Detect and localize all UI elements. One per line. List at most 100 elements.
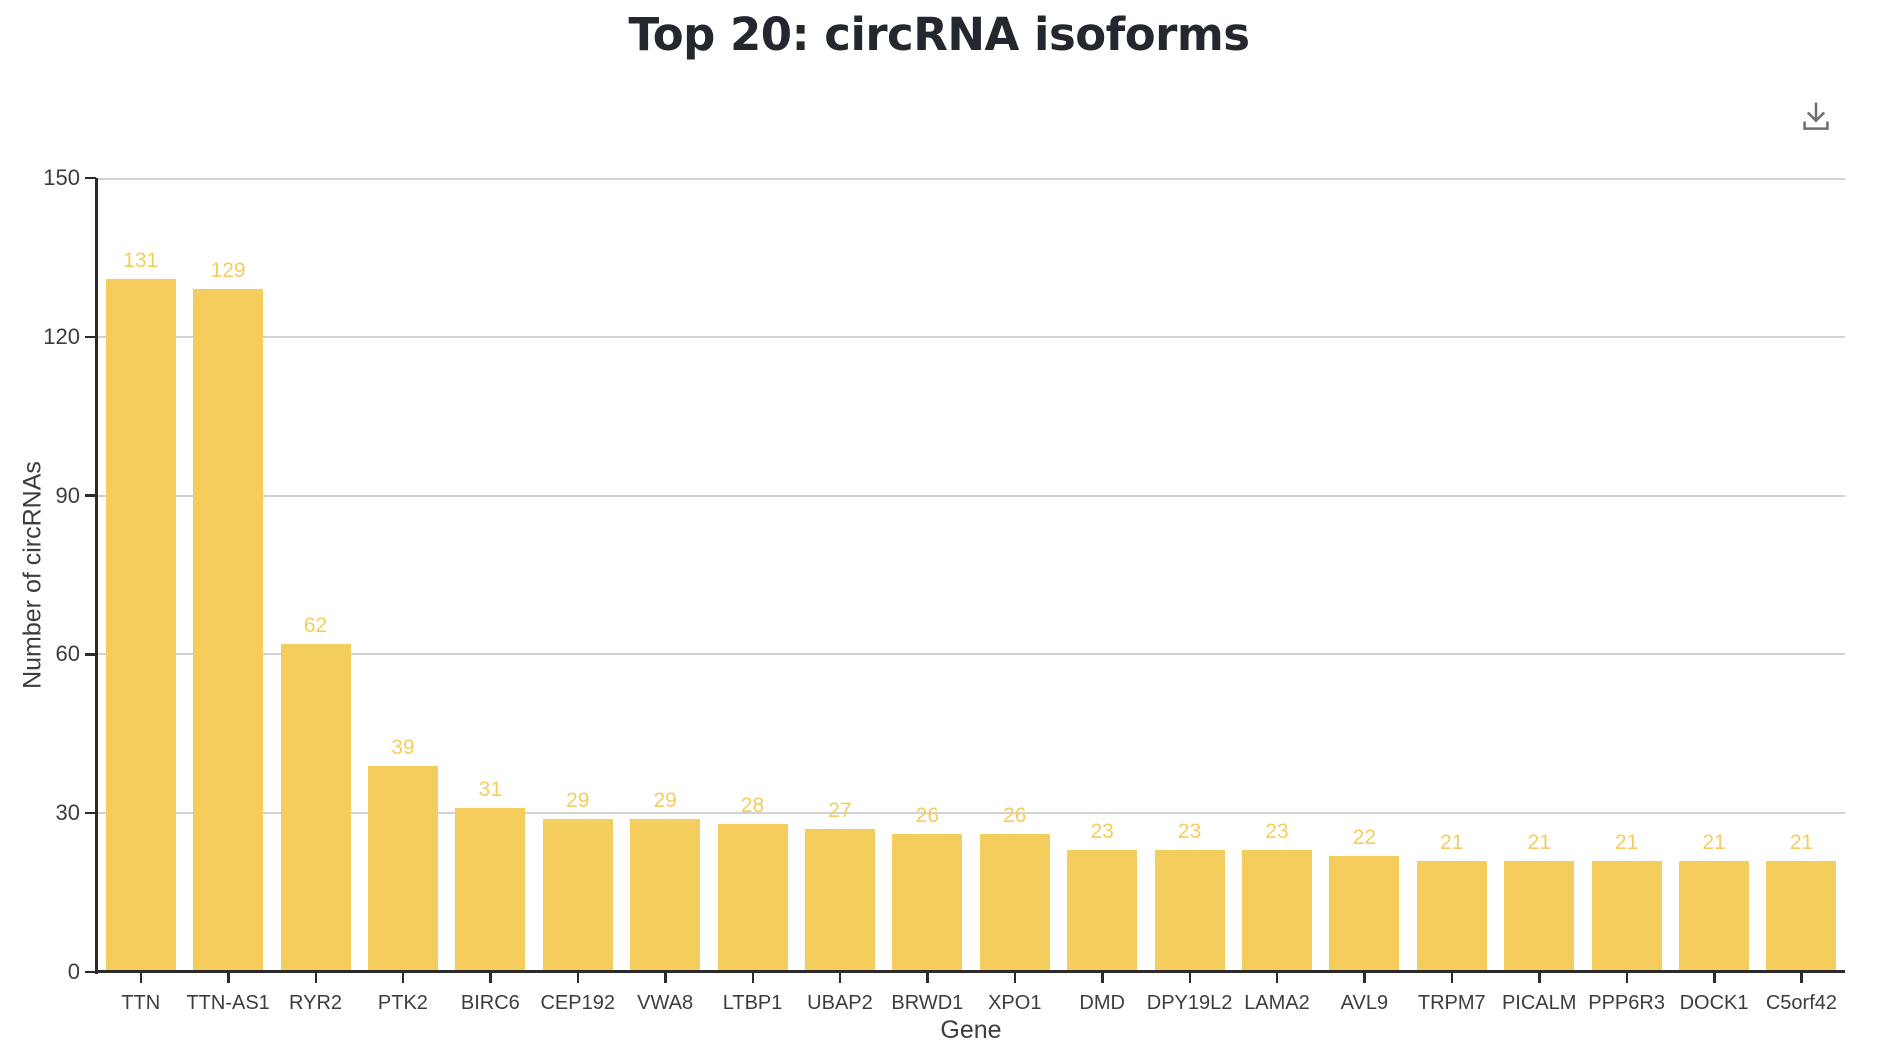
y-tick-mark bbox=[85, 653, 96, 656]
x-tick-label-XPO1: XPO1 bbox=[988, 992, 1042, 1014]
bar-VWA8[interactable] bbox=[630, 818, 701, 972]
y-tick-label: 90 bbox=[55, 482, 80, 508]
bar-slot-UBAP2: 27 UBAP2 bbox=[796, 178, 883, 1014]
bar-value-label: 23 bbox=[1090, 820, 1114, 844]
bar-value-label: 21 bbox=[1527, 830, 1551, 854]
x-tick-label-AVL9: AVL9 bbox=[1340, 992, 1389, 1014]
plot-area: 131 TTN 129 TTN-AS1 62 RYR2 39 PTK2 31 BIRC6 29 CEP… bbox=[97, 178, 1845, 1014]
x-tick-mark bbox=[139, 973, 143, 983]
bar-value-label: 29 bbox=[653, 788, 677, 812]
bar-slot-DOCK1: 21 DOCK1 bbox=[1670, 178, 1757, 1014]
x-tick-mark bbox=[664, 973, 667, 983]
bar-value-label: 62 bbox=[303, 613, 328, 637]
x-tick-mark bbox=[1450, 973, 1454, 983]
x-tick-mark bbox=[1275, 973, 1279, 983]
bar-PTK2[interactable] bbox=[367, 765, 438, 972]
x-tick-mark bbox=[1188, 973, 1192, 983]
bar-value-label: 31 bbox=[478, 777, 502, 801]
x-tick-mark bbox=[1538, 973, 1541, 983]
bar-value-label: 29 bbox=[566, 788, 590, 812]
x-tick-mark bbox=[1363, 973, 1366, 983]
bar-BRWD1[interactable] bbox=[892, 834, 963, 972]
bar-value-label: 23 bbox=[1265, 820, 1289, 844]
bar-DOCK1[interactable] bbox=[1679, 860, 1750, 972]
bar-value-label: 21 bbox=[1440, 830, 1464, 854]
x-tick-label-VWA8: VWA8 bbox=[637, 992, 694, 1014]
bar-CEP192[interactable] bbox=[542, 818, 613, 972]
bar-RYR2[interactable] bbox=[280, 643, 351, 972]
x-tick-mark bbox=[1101, 973, 1104, 983]
x-tick-mark bbox=[489, 973, 492, 983]
x-tick-label-PTK2: PTK2 bbox=[377, 992, 428, 1014]
bar-slot-TTN: 131 TTN bbox=[97, 178, 184, 1014]
bar-slot-BRWD1: 26 BRWD1 bbox=[884, 178, 971, 1014]
gridline-30 bbox=[97, 812, 1845, 815]
x-tick-mark bbox=[1713, 973, 1716, 983]
bar-slot-RYR2: 62 RYR2 bbox=[272, 178, 359, 1014]
bar-TRPM7[interactable] bbox=[1416, 860, 1487, 972]
x-tick-label-C5orf42: C5orf42 bbox=[1765, 992, 1837, 1014]
download-button[interactable] bbox=[1794, 94, 1838, 138]
bar-slot-DMD: 23 DMD bbox=[1058, 178, 1145, 1014]
y-tick-label: 150 bbox=[43, 165, 80, 190]
gridline-150 bbox=[97, 178, 1845, 180]
x-tick-mark bbox=[401, 973, 405, 983]
y-axis-line bbox=[95, 178, 98, 974]
bar-TTN-AS1[interactable] bbox=[193, 289, 264, 972]
x-tick-label-LAMA2: LAMA2 bbox=[1244, 992, 1310, 1014]
x-tick-mark bbox=[314, 973, 318, 983]
x-tick-mark bbox=[1013, 973, 1017, 983]
bar-slot-TRPM7: 21 TRPM7 bbox=[1408, 178, 1495, 1014]
bar-XPO1[interactable] bbox=[979, 834, 1050, 972]
bar-slot-BIRC6: 31 BIRC6 bbox=[447, 178, 534, 1014]
x-tick-label-DMD: DMD bbox=[1079, 992, 1125, 1014]
x-tick-label-BRWD1: BRWD1 bbox=[891, 992, 964, 1014]
bar-slot-AVL9: 22 AVL9 bbox=[1321, 178, 1408, 1014]
x-tick-label-RYR2: RYR2 bbox=[289, 992, 343, 1014]
bar-value-label: 28 bbox=[740, 793, 765, 817]
bar-slot-XPO1: 26 XPO1 bbox=[971, 178, 1058, 1014]
bar-PPP6R3[interactable] bbox=[1591, 860, 1662, 972]
y-tick-mark bbox=[85, 494, 96, 497]
bar-DPY19L2[interactable] bbox=[1154, 850, 1225, 972]
bar-AVL9[interactable] bbox=[1329, 855, 1400, 972]
gridline-120 bbox=[97, 335, 1845, 338]
download-icon bbox=[1803, 102, 1829, 130]
x-tick-label-DOCK1: DOCK1 bbox=[1679, 992, 1749, 1014]
bar-value-label: 23 bbox=[1177, 820, 1202, 844]
x-tick-mark bbox=[576, 973, 580, 983]
bar-LAMA2[interactable] bbox=[1241, 850, 1312, 972]
x-tick-label-TRPM7: TRPM7 bbox=[1417, 992, 1486, 1014]
y-tick-mark bbox=[85, 176, 96, 180]
x-tick-label-LTBP1: LTBP1 bbox=[722, 992, 783, 1014]
bar-slot-DPY19L2: 23 DPY19L2 bbox=[1146, 178, 1233, 1014]
x-tick-mark bbox=[1800, 973, 1803, 983]
x-tick-mark bbox=[751, 973, 755, 983]
bar-slot-TTN-AS1: 129 TTN-AS1 bbox=[184, 178, 271, 1014]
bar-slot-LTBP1: 28 LTBP1 bbox=[709, 178, 796, 1014]
bar-LTBP1[interactable] bbox=[717, 823, 788, 972]
bar-slot-PICALM: 21 PICALM bbox=[1496, 178, 1583, 1014]
bar-TTN[interactable] bbox=[105, 278, 176, 972]
x-tick-label-TTN: TTN bbox=[121, 992, 161, 1014]
bar-BIRC6[interactable] bbox=[455, 807, 526, 972]
y-tick-label: 0 bbox=[67, 959, 80, 984]
gridline-60 bbox=[97, 653, 1845, 656]
bar-UBAP2[interactable] bbox=[804, 829, 875, 972]
bar-value-label: 21 bbox=[1614, 830, 1639, 854]
bar-slot-PTK2: 39 PTK2 bbox=[359, 178, 446, 1014]
bar-C5orf42[interactable] bbox=[1766, 860, 1837, 972]
y-tick-mark bbox=[85, 811, 96, 815]
bars-row: 131 TTN 129 TTN-AS1 62 RYR2 39 PTK2 31 BIRC6 29 CEP… bbox=[97, 178, 1845, 1014]
bar-value-label: 21 bbox=[1702, 830, 1726, 854]
chart-title: Top 20: circRNA isoforms bbox=[628, 8, 1250, 61]
bar-value-label: 27 bbox=[828, 799, 852, 823]
x-tick-label-DPY19L2: DPY19L2 bbox=[1146, 992, 1233, 1014]
bar-slot-LAMA2: 23 LAMA2 bbox=[1233, 178, 1320, 1014]
y-tick-label: 30 bbox=[55, 800, 80, 826]
y-tick-label: 120 bbox=[43, 323, 80, 349]
x-axis-title: Gene bbox=[940, 1016, 1002, 1044]
bar-value-label: 129 bbox=[210, 259, 246, 283]
bar-PICALM[interactable] bbox=[1504, 860, 1575, 972]
bar-DMD[interactable] bbox=[1067, 850, 1138, 972]
